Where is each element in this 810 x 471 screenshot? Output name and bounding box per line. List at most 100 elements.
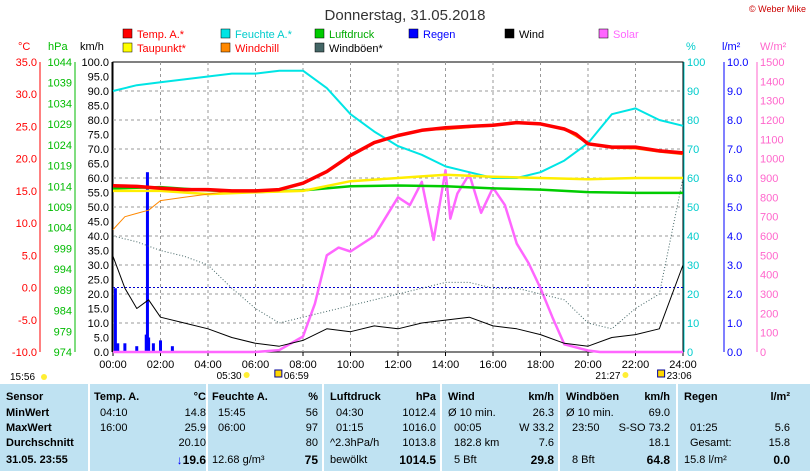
col-temp: Temp. A. °C 04:10 14.8 16:00 25.9 20.10 ↓19… xyxy=(94,384,206,471)
tick-label-pressure_hpa: 979 xyxy=(54,326,72,338)
x-tick-label: 04:00 xyxy=(194,359,222,371)
tick-label-humidity_pct: 90 xyxy=(687,86,699,98)
tick-label-humidity_pct: 0 xyxy=(687,347,693,359)
humidity-abs: 12.68 g/m³ xyxy=(212,454,265,466)
separator xyxy=(558,384,560,471)
legend-label: Solar xyxy=(613,29,639,41)
pressure-header: Luftdruck xyxy=(330,391,381,403)
sunset-time: 21:27 xyxy=(595,371,620,382)
sun-events: 06:59 05:30 21:27 23:06 xyxy=(217,369,692,382)
tick-label-temp_c: 0.0 xyxy=(22,283,37,295)
legend-label: Windböen* xyxy=(329,43,384,55)
sunrise-icon xyxy=(243,372,250,378)
trend-down-icon: ↓ xyxy=(176,453,183,467)
tick-label-wind_kmh: 50.0 xyxy=(88,202,109,214)
gusts-bft: 8 Bft xyxy=(572,454,595,466)
wind-r2: 33.2 xyxy=(532,422,554,434)
gusts-r1-label: Ø 10 min. xyxy=(566,407,614,419)
pressure-min-time: 04:30 xyxy=(336,407,364,419)
gusts-header: Windböen xyxy=(566,391,620,403)
legend-swatch xyxy=(314,28,325,39)
pressure-trend: ^2.3hPa/h xyxy=(330,437,380,449)
humidity-current: 75 xyxy=(304,453,318,467)
legend-swatch xyxy=(598,28,609,39)
x-tick-label: 14:00 xyxy=(432,359,460,371)
axis-header-solar: W/m² xyxy=(760,41,787,53)
tick-label-rain_lm2: 1.0 xyxy=(727,318,742,330)
temp-avg: 20.10 xyxy=(178,437,206,449)
rain-bar xyxy=(151,343,155,352)
legend: Temp. A.* Feuchte A.* Luftdruck Regen Wind So… xyxy=(122,28,639,55)
tick-label-wind_kmh: 40.0 xyxy=(88,231,109,243)
tick-label-temp_c: -5.0 xyxy=(18,315,37,327)
x-tick-label: 10:00 xyxy=(337,359,365,371)
x-tick-label: 22:00 xyxy=(622,359,650,371)
x-tick-label: 02:00 xyxy=(147,359,175,371)
dusk-icon xyxy=(657,369,666,378)
tick-label-wind_kmh: 90.0 xyxy=(88,86,109,98)
tick-label-humidity_pct: 60 xyxy=(687,173,699,185)
tick-label-pressure_hpa: 1044 xyxy=(48,57,72,69)
series-temperature xyxy=(112,120,684,193)
tick-label-solar_wm2: 700 xyxy=(760,212,778,224)
tick-label-wind_kmh: 80.0 xyxy=(88,115,109,127)
tick-label-pressure_hpa: 1019 xyxy=(48,161,72,173)
x-axis: 00:00 02:00 04:00 06:00 08:00 10:00 12:00 14:00… xyxy=(99,352,697,371)
tick-label-wind_kmh: 35.0 xyxy=(88,246,109,258)
tick-label-humidity_pct: 50 xyxy=(687,202,699,214)
legend-label: Windchill xyxy=(235,43,279,55)
wind-bft: 5 Bft xyxy=(454,454,477,466)
tick-label-solar_wm2: 1000 xyxy=(760,154,784,166)
legend-swatch xyxy=(314,42,325,53)
tick-label-pressure_hpa: 1024 xyxy=(48,140,72,152)
tick-label-wind_kmh: 45.0 xyxy=(88,217,109,229)
tick-label-temp_c: 15.0 xyxy=(16,186,37,198)
axis-header-wind: km/h xyxy=(80,41,104,53)
tick-label-rain_lm2: 3.0 xyxy=(727,260,742,272)
x-tick-label: 18:00 xyxy=(527,359,555,371)
separator xyxy=(88,384,90,471)
x-tick-label: 12:00 xyxy=(384,359,412,371)
tick-label-wind_kmh: 0.0 xyxy=(94,347,109,359)
separator xyxy=(322,384,324,471)
tick-label-pressure_hpa: 1039 xyxy=(48,78,72,90)
tick-label-temp_c: 35.0 xyxy=(16,57,37,69)
tick-label-pressure_hpa: 1034 xyxy=(48,98,72,110)
legend-label: Regen xyxy=(423,29,455,41)
col-humidity: Feuchte A.% 15:45 56 06:00 97 80 12.68 g/m… xyxy=(212,384,318,471)
pressure-current: 1014.5 xyxy=(399,453,436,467)
tick-label-wind_kmh: 100.0 xyxy=(81,57,109,69)
legend-swatch xyxy=(504,28,515,39)
tick-label-solar_wm2: 1100 xyxy=(760,134,784,146)
col-rain: Regen l/m² 01:25 5.6 Gesamt: 15.8 15.8 l/m²… xyxy=(684,384,790,471)
legend-swatch xyxy=(122,28,133,39)
rain-r2-time: 01:25 xyxy=(690,422,718,434)
rain-r3: 15.8 xyxy=(768,437,790,449)
tick-label-wind_kmh: 85.0 xyxy=(88,101,109,113)
tick-label-pressure_hpa: 999 xyxy=(54,243,72,255)
wind-r2-time: 00:05 xyxy=(454,422,482,434)
tick-label-solar_wm2: 500 xyxy=(760,250,778,262)
col-pressure: Luftdruck hPa 04:30 1012.4 01:15 1016.0 ^2.… xyxy=(330,384,436,471)
row-max-label: MaxWert xyxy=(6,422,52,434)
dawn-icon xyxy=(274,369,283,378)
rain-unit: l/m² xyxy=(770,391,790,403)
tick-label-rain_lm2: 7.0 xyxy=(727,144,742,156)
temp-unit: °C xyxy=(193,391,206,403)
wind-unit: km/h xyxy=(528,391,554,403)
tick-label-humidity_pct: 30 xyxy=(687,260,699,272)
tick-label-pressure_hpa: 984 xyxy=(54,306,72,318)
sunset-icon xyxy=(622,372,629,378)
tick-label-solar_wm2: 0 xyxy=(760,347,766,359)
axis-header-temp: °C xyxy=(18,41,30,53)
rain-current: 15.8 l/m² xyxy=(684,454,727,466)
tick-label-solar_wm2: 600 xyxy=(760,231,778,243)
tick-label-rain_lm2: 4.0 xyxy=(727,231,742,243)
gusts-r1: 69.0 xyxy=(648,407,670,419)
axis-headers: °C hPa km/h% l/m² W/m² xyxy=(18,41,787,53)
row-avg-label: Durchschnitt xyxy=(6,437,74,449)
tick-label-pressure_hpa: 1009 xyxy=(48,202,72,214)
tick-label-temp_c: 10.0 xyxy=(16,218,37,230)
tick-label-humidity_pct: 70 xyxy=(687,144,699,156)
rain-r2: 5.6 xyxy=(774,422,790,434)
